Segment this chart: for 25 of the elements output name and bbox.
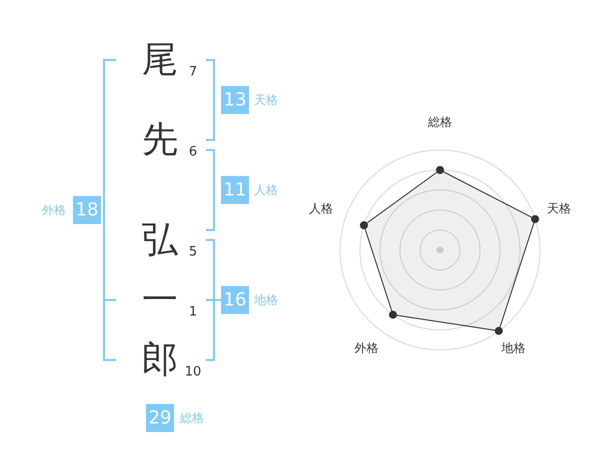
category-label: 郎	[142, 340, 178, 380]
data-label: 10	[184, 364, 202, 380]
text: 地格	[253, 293, 278, 307]
data-label: 6	[188, 144, 198, 160]
category-label: 弘	[142, 220, 179, 260]
spoke-label: 外格	[354, 341, 379, 356]
text: 総格	[179, 411, 204, 425]
category-label: 先	[142, 120, 178, 160]
text: 29	[148, 408, 172, 428]
data-label: 1	[188, 304, 198, 320]
spoke-label: 地格	[500, 341, 526, 356]
spoke-label: 人格	[309, 201, 334, 216]
text: 外格	[42, 203, 66, 217]
text: 13	[224, 90, 246, 110]
data-label: 7	[188, 64, 198, 80]
data-label: 5	[188, 244, 198, 260]
text: 18	[76, 200, 98, 220]
category-label: 尾	[142, 40, 178, 80]
text: 16	[224, 290, 246, 310]
spoke-label: 総格	[427, 115, 452, 129]
text: 天格	[254, 93, 278, 107]
text: 人格	[254, 183, 278, 197]
spoke-label: 天格	[546, 201, 571, 216]
category-label: 一	[142, 280, 178, 320]
text: 11	[224, 180, 246, 200]
